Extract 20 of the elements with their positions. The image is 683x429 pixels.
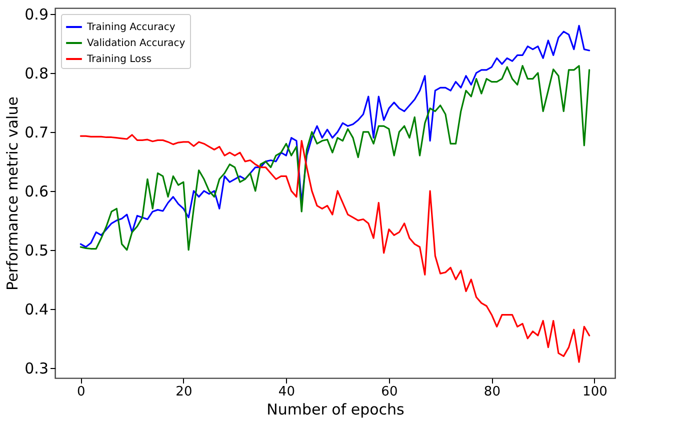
x-axis-title: Number of epochs (266, 400, 405, 418)
line-series (80, 65, 590, 251)
y-tick-label: 0.6 (24, 182, 48, 200)
x-tick-label: 0 (77, 384, 86, 400)
line-series (80, 134, 590, 363)
legend-label: Training Accuracy (86, 22, 176, 33)
y-tick-label: 0.9 (24, 5, 48, 24)
x-tick-label: 40 (278, 384, 295, 400)
x-tick-label: 20 (176, 384, 192, 400)
y-tick-label: 0.7 (24, 123, 48, 142)
legend-label: Validation Accuracy (87, 38, 186, 49)
legend-label: Training Loss (86, 54, 152, 65)
y-tick-label: 0.5 (24, 241, 48, 260)
x-tick-label: 80 (484, 384, 500, 400)
x-tick-label: 60 (381, 384, 398, 400)
y-axis-title: Performance metric value (4, 96, 22, 290)
x-tick-label: 100 (582, 384, 608, 400)
y-tick-label: 0.3 (24, 359, 48, 378)
y-tick-label: 0.4 (24, 300, 48, 318)
y-tick-label: 0.8 (24, 64, 48, 82)
